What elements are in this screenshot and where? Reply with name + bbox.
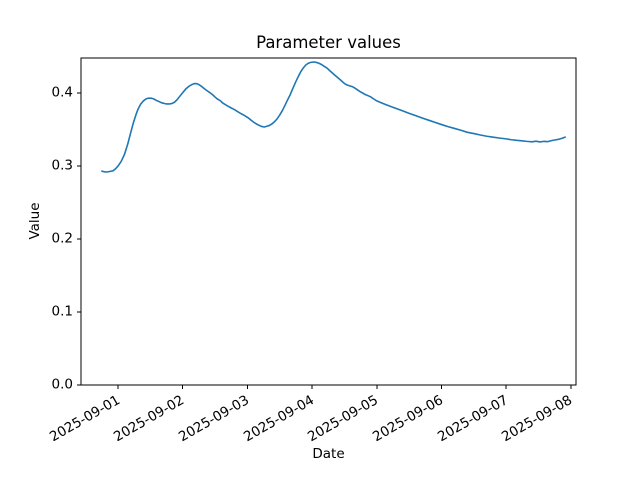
y-tick-label-0.4: 0.4 xyxy=(51,84,73,101)
chart-title: Parameter values xyxy=(256,33,401,52)
y-tick-label-0.3: 0.3 xyxy=(51,157,73,174)
y-tick-label-0.2: 0.2 xyxy=(51,230,73,247)
x-tick-marks xyxy=(117,385,572,389)
y-axis-label: Value xyxy=(27,202,43,240)
y-tick-label-0.0: 0.0 xyxy=(51,376,73,393)
x-axis-label: Date xyxy=(312,446,345,462)
y-tick-marks xyxy=(77,92,81,386)
axes-box xyxy=(80,57,577,386)
y-tick-label-0.1: 0.1 xyxy=(51,303,73,320)
series-lines xyxy=(101,61,566,173)
series-line-parameter-values xyxy=(101,61,566,173)
